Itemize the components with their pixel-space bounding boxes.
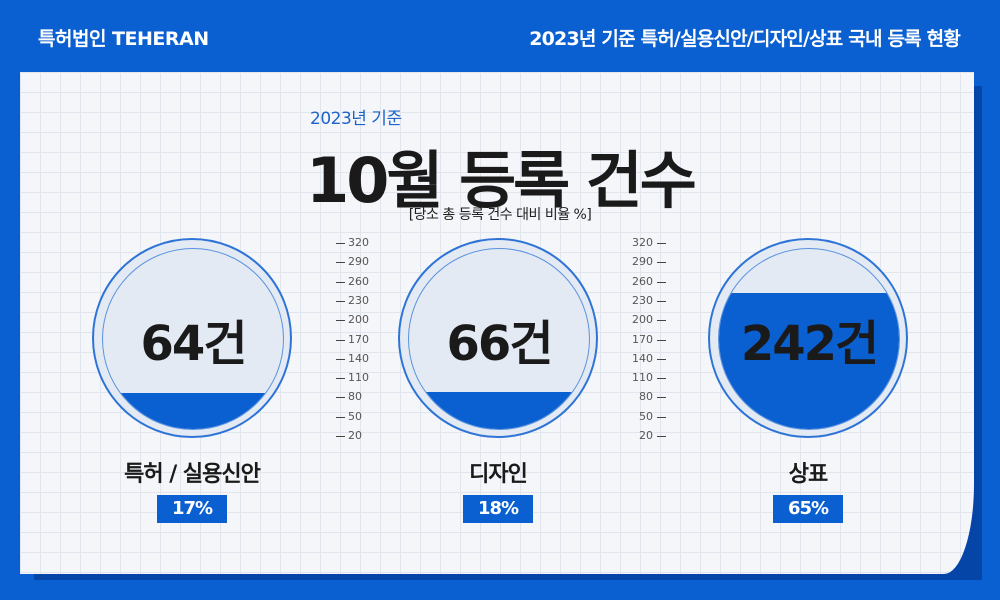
tick-label: 170 xyxy=(632,333,653,346)
tick-mark xyxy=(657,281,666,283)
tick-label: 290 xyxy=(632,255,653,268)
scale-tick: 80 xyxy=(336,390,362,404)
tick-label: 50 xyxy=(639,410,653,423)
tick-label: 20 xyxy=(639,429,653,442)
tick-label: 260 xyxy=(632,275,653,288)
scale-tick: 170 xyxy=(632,333,666,347)
tick-mark xyxy=(336,358,345,360)
scale-tick: 260 xyxy=(632,275,666,289)
scale-tick: 290 xyxy=(632,255,666,269)
tick-label: 320 xyxy=(632,236,653,249)
tick-mark xyxy=(657,319,666,321)
top-bar: 특허법인 TEHERAN 2023년 기준 특허/실용신안/디자인/상표 국내 … xyxy=(0,0,1000,72)
tick-mark xyxy=(336,300,345,302)
tick-mark xyxy=(336,435,345,437)
tick-mark xyxy=(336,242,345,244)
header-title: 2023년 기준 특허/실용신안/디자인/상표 국내 등록 현황 xyxy=(529,28,961,50)
gauge-inner: 64건 xyxy=(102,248,284,430)
gauge-fill xyxy=(719,293,899,429)
scale-tick: 140 xyxy=(632,352,666,366)
tick-label: 290 xyxy=(348,255,369,268)
scale-tick: 20 xyxy=(639,429,666,443)
category-label: 상표 xyxy=(788,462,828,487)
gauge-value: 64건 xyxy=(140,316,248,372)
category-label: 특허 / 실용신안 xyxy=(124,462,261,487)
tick-label: 260 xyxy=(348,275,369,288)
tick-mark xyxy=(657,242,666,244)
tick-mark xyxy=(336,319,345,321)
tick-mark xyxy=(336,339,345,341)
gauge-fill xyxy=(409,392,589,429)
scale-tick: 200 xyxy=(336,313,369,327)
scale-tick: 230 xyxy=(632,294,666,308)
tick-mark xyxy=(336,281,345,283)
gauge-inner: 66건 xyxy=(408,248,590,430)
gauge-fill xyxy=(103,393,283,429)
gauge-inner: 242건 xyxy=(718,248,900,430)
gauge-circle: 64건 xyxy=(92,238,292,438)
tick-mark xyxy=(336,377,345,379)
tick-label: 170 xyxy=(348,333,369,346)
gauge-circle: 66건 xyxy=(398,238,598,438)
value-scale: 320 290 260 230 200 170 140 110 80 50 20 xyxy=(624,0,694,442)
tick-label: 200 xyxy=(632,313,653,326)
scale-tick: 50 xyxy=(336,410,362,424)
tick-mark xyxy=(657,339,666,341)
tick-mark xyxy=(657,261,666,263)
brand-name: 특허법인 TEHERAN xyxy=(38,28,209,50)
scale-tick: 320 xyxy=(632,236,666,250)
tick-mark xyxy=(336,396,345,398)
category-label: 디자인 xyxy=(469,462,528,487)
scale-tick: 110 xyxy=(632,371,666,385)
scale-tick: 260 xyxy=(336,275,369,289)
tick-label: 140 xyxy=(632,352,653,365)
tick-mark xyxy=(336,416,345,418)
scale-tick: 230 xyxy=(336,294,369,308)
tick-label: 50 xyxy=(348,410,362,423)
tick-mark xyxy=(657,416,666,418)
ratio-note: [당소 총 등록 건수 대비 비율 %] xyxy=(408,207,592,223)
gauge-value: 66건 xyxy=(446,316,554,372)
percent-badge: 18% xyxy=(463,495,533,523)
tick-label: 140 xyxy=(348,352,369,365)
percent-badge: 17% xyxy=(157,495,227,523)
tick-mark xyxy=(657,358,666,360)
page-title: 10월 등록 건수 xyxy=(306,144,697,217)
scale-tick: 170 xyxy=(336,333,369,347)
scale-tick: 290 xyxy=(336,255,369,269)
tick-label: 320 xyxy=(348,236,369,249)
tick-mark xyxy=(336,261,345,263)
scale-tick: 320 xyxy=(336,236,369,250)
scale-tick: 50 xyxy=(639,410,666,424)
gauge-value: 242건 xyxy=(740,316,879,372)
tick-label: 20 xyxy=(348,429,362,442)
tick-label: 200 xyxy=(348,313,369,326)
tick-label: 110 xyxy=(348,371,369,384)
subtitle: 2023년 기준 xyxy=(310,109,402,129)
scale-tick: 200 xyxy=(632,313,666,327)
tick-mark xyxy=(657,300,666,302)
tick-label: 230 xyxy=(348,294,369,307)
scale-tick: 140 xyxy=(336,352,369,366)
value-scale: 320 290 260 230 200 170 140 110 80 50 20 xyxy=(336,0,406,442)
tick-label: 80 xyxy=(639,390,653,403)
percent-badge: 65% xyxy=(773,495,843,523)
tick-label: 80 xyxy=(348,390,362,403)
gauge-circle: 242건 xyxy=(708,238,908,438)
tick-mark xyxy=(657,396,666,398)
scale-tick: 80 xyxy=(639,390,666,404)
tick-mark xyxy=(657,435,666,437)
tick-label: 110 xyxy=(632,371,653,384)
tick-mark xyxy=(657,377,666,379)
scale-tick: 20 xyxy=(336,429,362,443)
scale-tick: 110 xyxy=(336,371,369,385)
tick-label: 230 xyxy=(632,294,653,307)
